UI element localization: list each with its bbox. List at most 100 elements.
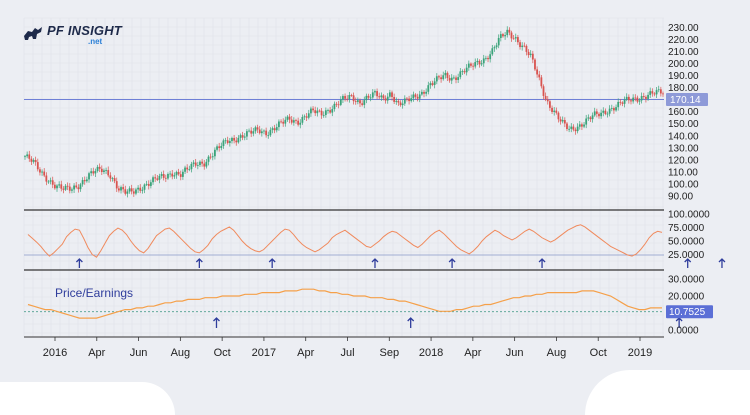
price-candle: [510, 32, 513, 39]
price-candle: [203, 163, 206, 167]
brand-domain: .net: [88, 37, 103, 46]
price-candle: [71, 189, 73, 191]
pe-tick-label: 0.0000: [668, 326, 699, 337]
price-tick-label: 160.00: [668, 107, 699, 118]
price-candle: [653, 93, 656, 95]
price-candle: [376, 91, 378, 97]
price-candle: [49, 180, 52, 182]
price-candle: [480, 63, 483, 65]
price-candle: [103, 170, 105, 173]
price-candle: [359, 100, 361, 104]
price-candle: [435, 76, 438, 82]
price-candle: [604, 110, 607, 114]
pe-value-label: 10.7525: [669, 307, 706, 318]
x-tick-label: 2016: [43, 347, 67, 359]
price-candle: [583, 124, 585, 127]
price-candle: [81, 180, 84, 185]
price-candle: [568, 128, 571, 130]
price-candle: [211, 156, 214, 158]
price-candle: [177, 171, 180, 175]
price-candle: [382, 95, 385, 99]
price-candle: [45, 175, 48, 182]
price-candle: [559, 119, 562, 122]
price-candle: [570, 126, 573, 129]
price-candle: [275, 127, 278, 131]
price-candle: [139, 187, 142, 191]
price-candle: [39, 169, 41, 173]
price-candle: [589, 117, 592, 120]
price-candle: [491, 48, 494, 55]
price-candle: [113, 178, 116, 182]
price-candle: [388, 92, 391, 97]
price-candle: [423, 91, 425, 94]
price-candle: [201, 161, 204, 164]
price-candle: [199, 161, 201, 166]
price-candle: [578, 124, 581, 127]
price-candle: [184, 167, 186, 172]
price-candle: [632, 97, 635, 102]
x-tick-label: 2017: [252, 347, 276, 359]
price-candle: [465, 67, 468, 73]
price-candle: [399, 102, 402, 106]
x-tick-label: 2019: [628, 347, 652, 359]
price-candle: [130, 188, 133, 192]
price-candle: [167, 173, 169, 179]
price-candle: [158, 175, 161, 180]
price-candle: [246, 131, 248, 137]
price-candle: [593, 111, 596, 116]
price-candle: [267, 135, 270, 137]
price-candle: [574, 129, 577, 132]
price-candle: [395, 100, 398, 102]
price-tick-label: 180.00: [668, 83, 699, 94]
price-candle: [218, 146, 221, 149]
price-candle: [301, 117, 304, 123]
price-candle: [523, 45, 526, 47]
price-candle: [621, 102, 624, 104]
price-candle: [62, 188, 65, 190]
x-tick-label: Oct: [590, 347, 607, 359]
price-candle: [463, 71, 466, 73]
price-candle: [418, 94, 421, 99]
price-tick-label: 90.00: [668, 191, 693, 202]
price-candle: [576, 126, 579, 132]
price-candle: [94, 171, 97, 174]
price-candle: [337, 104, 340, 106]
price-candle: [226, 140, 229, 144]
price-candle: [512, 38, 515, 40]
price-candle: [467, 63, 470, 68]
price-candle: [446, 72, 449, 79]
brand-name: PF INSIGHT: [47, 23, 122, 38]
price-candle: [137, 187, 139, 190]
price-candle: [414, 94, 417, 97]
price-candle: [335, 103, 338, 105]
price-candle: [346, 98, 349, 100]
price-candle: [645, 96, 647, 99]
price-candle: [85, 179, 88, 182]
price-candle: [461, 71, 464, 72]
x-tick-label: Aug: [547, 347, 567, 359]
price-candle: [610, 108, 613, 109]
price-candle: [109, 175, 112, 179]
price-candle: [132, 191, 135, 194]
price-candle: [196, 165, 199, 166]
price-candle: [344, 96, 346, 99]
price-candle: [280, 121, 282, 123]
price-candle: [416, 96, 419, 99]
price-candle: [623, 99, 626, 104]
price-candle: [263, 130, 265, 132]
price-candle: [126, 191, 129, 194]
price-candle: [450, 77, 453, 81]
price-candle: [124, 189, 127, 194]
price-candle: [634, 97, 637, 99]
price-tick-label: 150.00: [668, 119, 699, 130]
price-candle: [440, 77, 442, 80]
price-candle: [455, 77, 457, 80]
price-candle: [145, 183, 148, 185]
price-candle: [630, 100, 632, 102]
price-candle: [34, 159, 37, 163]
up-arrow-icon: [684, 258, 692, 268]
price-candle: [476, 60, 479, 63]
price-candle: [224, 140, 227, 142]
price-candle: [495, 45, 498, 48]
